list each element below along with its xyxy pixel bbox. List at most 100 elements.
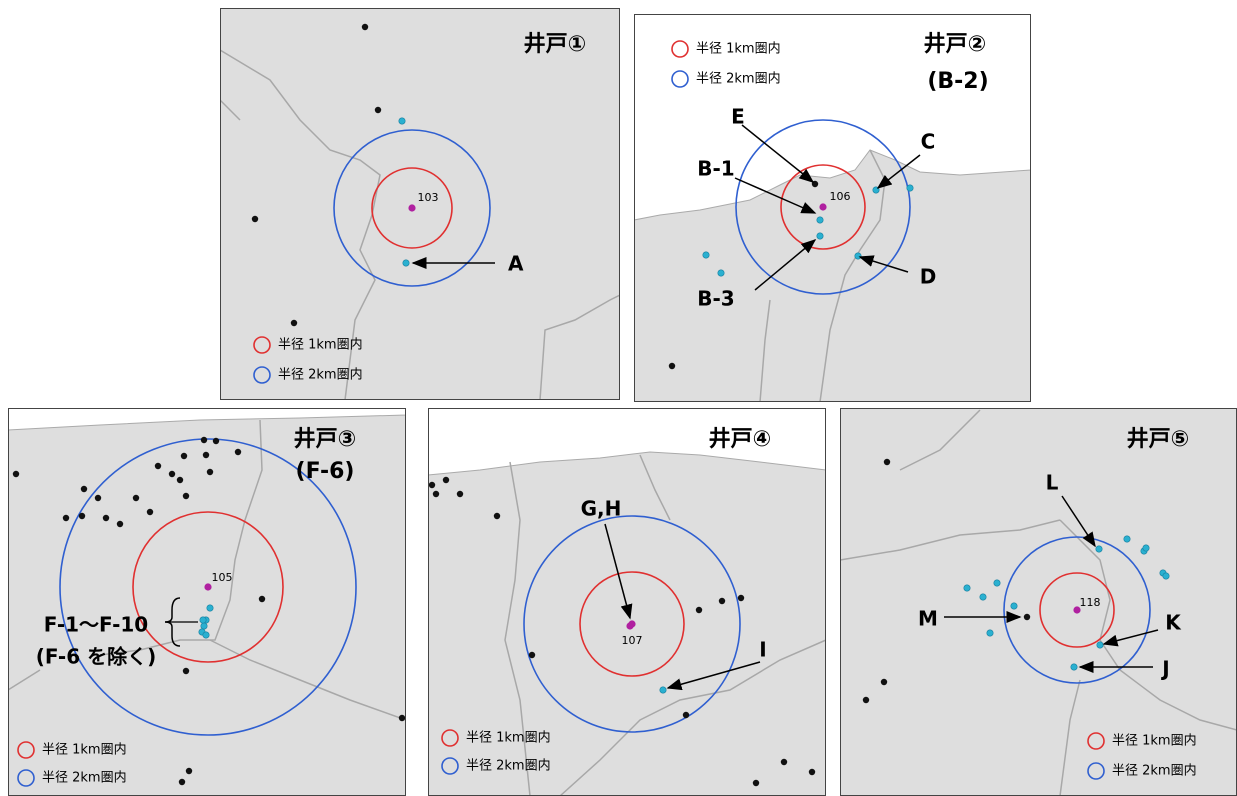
boundary [639, 454, 671, 521]
panel-subtitle: (F-6) [296, 459, 355, 484]
point-label: (F-6 を除く) [36, 645, 157, 669]
point-label: B-1 [697, 157, 734, 181]
site-black [234, 448, 242, 456]
map-body: 118 [840, 408, 1237, 796]
site-black [361, 23, 369, 31]
well-marker [1073, 606, 1081, 614]
site-black [862, 696, 870, 704]
sea [634, 14, 1031, 221]
site-black [780, 758, 788, 766]
legend-label: 半径 2km圏内 [696, 71, 781, 87]
pointer-arrow [858, 255, 909, 273]
site-black [528, 651, 536, 659]
site-cyan [200, 622, 208, 630]
radius-2km [523, 515, 741, 733]
radius-1km [132, 511, 284, 663]
site-cyan [1142, 544, 1150, 552]
site-cyan [1010, 602, 1018, 610]
pointer-arrow [1102, 629, 1159, 647]
boundary [539, 294, 620, 400]
boundary [220, 49, 381, 400]
site-black [182, 492, 190, 500]
panel-title: 井戸④ [709, 427, 772, 452]
site-black [432, 490, 440, 498]
site-cyan [906, 184, 914, 192]
site-black [62, 514, 70, 522]
boundary [220, 99, 241, 121]
site-cyan [199, 616, 207, 624]
legend-label: 半径 2km圏内 [42, 770, 127, 786]
site-cyan [986, 629, 994, 637]
point-label: J [1160, 657, 1169, 681]
site-black [206, 468, 214, 476]
pointer-arrow [754, 239, 817, 291]
site-black [185, 767, 193, 775]
site-black [200, 436, 208, 444]
well-marker [819, 203, 827, 211]
site-black [737, 594, 745, 602]
map-body: 103 [220, 8, 620, 400]
radius-1km [579, 571, 685, 677]
legend-symbol [253, 366, 271, 384]
site-black [428, 481, 436, 489]
boundary [840, 519, 1061, 561]
pointer-arrow [734, 177, 817, 214]
site-black [78, 512, 86, 520]
pointer-arrow [741, 124, 815, 183]
well-number: 103 [418, 191, 439, 204]
boundary [8, 669, 41, 691]
site-cyan [1095, 545, 1103, 553]
site-cyan [202, 631, 210, 639]
panel-title: 井戸① [524, 32, 587, 57]
site-black [1023, 613, 1031, 621]
pointer-arrow [666, 661, 761, 691]
legend-symbol [1087, 762, 1105, 780]
site-cyan [1162, 572, 1170, 580]
well-marker [628, 620, 636, 628]
panel-subtitle: (B-2) [927, 69, 988, 94]
site-black [493, 512, 501, 520]
site-black [212, 437, 220, 445]
well-number: 118 [1080, 596, 1101, 609]
panel-title: 井戸③ [294, 427, 357, 452]
site-cyan [659, 686, 667, 694]
radius-2km [735, 119, 911, 295]
well-number: 107 [622, 634, 643, 647]
site-black [116, 520, 124, 528]
legend-label: 半径 1km圏内 [696, 41, 781, 57]
legend-symbol [441, 757, 459, 775]
boundary [99, 419, 263, 656]
point-label: D [920, 265, 937, 289]
site-cyan [206, 604, 214, 612]
point-label: I [759, 638, 766, 662]
radius-2km [333, 129, 491, 287]
site-black [668, 362, 676, 370]
point-label: B-3 [697, 287, 734, 311]
site-cyan [854, 252, 862, 260]
map-body: 107 [428, 408, 826, 796]
radius-1km [371, 167, 453, 249]
site-cyan [816, 232, 824, 240]
site-black [442, 476, 450, 484]
site-black [180, 452, 188, 460]
sea [8, 408, 406, 431]
legend-symbol [671, 40, 689, 58]
pointer-arrow [604, 523, 633, 620]
well-marker [408, 204, 416, 212]
panel-title: 井戸② [924, 32, 987, 57]
site-black [682, 711, 690, 719]
point-label: K [1165, 611, 1182, 635]
point-label: L [1046, 471, 1059, 495]
site-black [168, 470, 176, 478]
site-black [132, 494, 140, 502]
site-cyan [979, 593, 987, 601]
legend-label: 半径 2km圏内 [278, 367, 363, 383]
site-black [456, 490, 464, 498]
site-black [178, 778, 186, 786]
site-black [808, 768, 816, 776]
site-black [12, 470, 20, 478]
